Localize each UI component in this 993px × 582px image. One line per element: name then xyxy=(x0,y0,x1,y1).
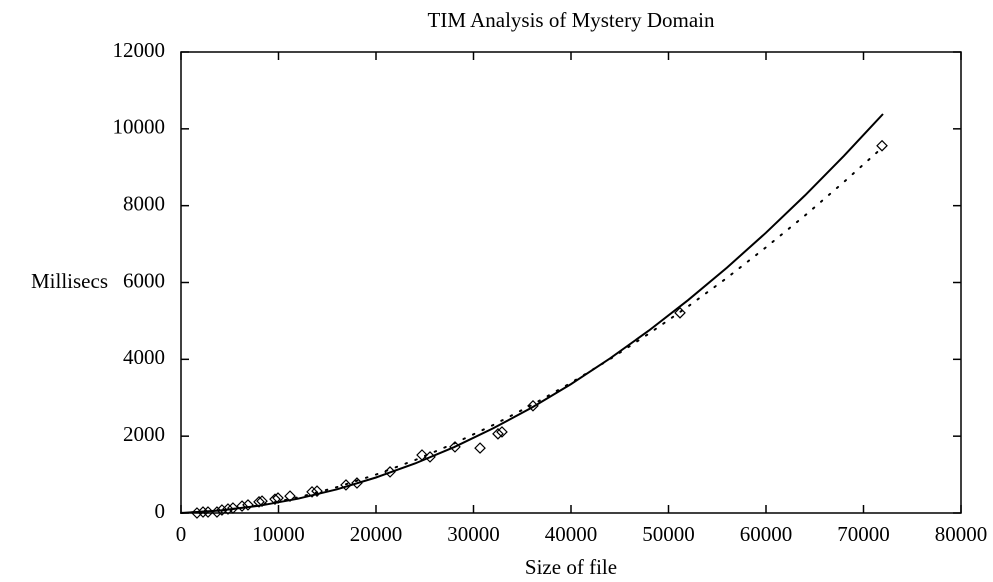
solid-curve xyxy=(180,113,884,514)
x-tick-label: 70000 xyxy=(837,522,890,546)
data-point xyxy=(876,139,888,152)
data-point xyxy=(311,485,323,497)
chart-title: TIM Analysis of Mystery Domain xyxy=(428,8,715,32)
x-tick-label: 10000 xyxy=(252,522,305,546)
x-tick-label: 20000 xyxy=(350,522,403,546)
data-point xyxy=(340,479,352,491)
y-tick-label: 8000 xyxy=(123,191,165,215)
y-axis-label: Millisecs xyxy=(31,269,108,293)
x-tick-label: 0 xyxy=(176,522,187,546)
dotted-curve xyxy=(180,145,884,514)
data-point xyxy=(216,504,228,516)
data-point xyxy=(492,428,504,440)
y-tick-label: 0 xyxy=(155,499,166,523)
x-axis-label: Size of file xyxy=(525,555,617,579)
data-point xyxy=(242,499,254,511)
x-tick-label: 80000 xyxy=(935,522,988,546)
data-point xyxy=(496,426,508,438)
y-tick-label: 12000 xyxy=(113,38,166,62)
x-tick-label: 40000 xyxy=(545,522,598,546)
x-tick-label: 60000 xyxy=(740,522,793,546)
data-point xyxy=(197,506,209,518)
data-point xyxy=(269,493,281,506)
y-tick-label: 4000 xyxy=(123,345,165,369)
data-point xyxy=(306,486,318,498)
data-point xyxy=(474,442,486,454)
y-tick-label: 6000 xyxy=(123,268,165,292)
y-tick-label: 2000 xyxy=(123,422,165,446)
data-point xyxy=(227,502,239,514)
data-point xyxy=(236,500,248,512)
data-point xyxy=(253,496,265,508)
data-point xyxy=(222,503,234,515)
plot-frame xyxy=(180,51,962,514)
y-tick-label: 10000 xyxy=(113,115,166,139)
x-tick-label: 30000 xyxy=(447,522,500,546)
x-tick-label: 50000 xyxy=(642,522,695,546)
data-point xyxy=(674,307,686,319)
